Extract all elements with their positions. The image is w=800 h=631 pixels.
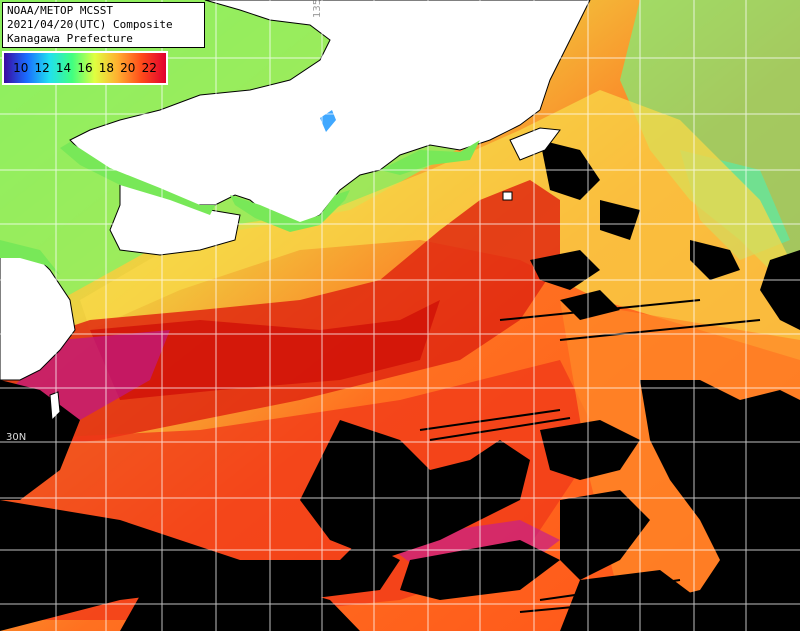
land-tanegashima: [49, 391, 61, 422]
kuroshio-core: [90, 300, 440, 400]
colorbar-tick-20: 20: [120, 61, 136, 75]
map-title-box: NOAA/METOP MCSST 2021/04/20(UTC) Composi…: [2, 2, 205, 48]
title-line-date: 2021/04/20(UTC) Composite: [7, 18, 173, 31]
cloud-mask: [0, 140, 800, 631]
lon-label-135e: 135E: [312, 0, 323, 18]
biwa-lake: [320, 110, 336, 132]
colorbar-tick-14: 14: [55, 61, 72, 75]
cloud-streaks: [419, 299, 761, 613]
title-line-satellite: NOAA/METOP MCSST: [7, 4, 113, 17]
coastal-water: [0, 140, 480, 275]
land-izu-oshima: [502, 191, 513, 201]
colorbar-tick-22: 22: [141, 61, 157, 75]
colorbar-tick-12: 12: [34, 61, 50, 75]
colorbar-tick-18: 18: [98, 61, 115, 75]
yellow-band: [80, 90, 800, 360]
temperature-colorbar: 10 12 14 16 18 20 22: [2, 51, 168, 85]
colorbar-tick-10: 10: [13, 61, 29, 75]
land-boso: [509, 127, 561, 161]
title-line-region: Kanagawa Prefecture: [7, 32, 133, 45]
colorbar-tick-16: 16: [77, 61, 93, 75]
lat-label-30n: 30N: [6, 432, 27, 443]
